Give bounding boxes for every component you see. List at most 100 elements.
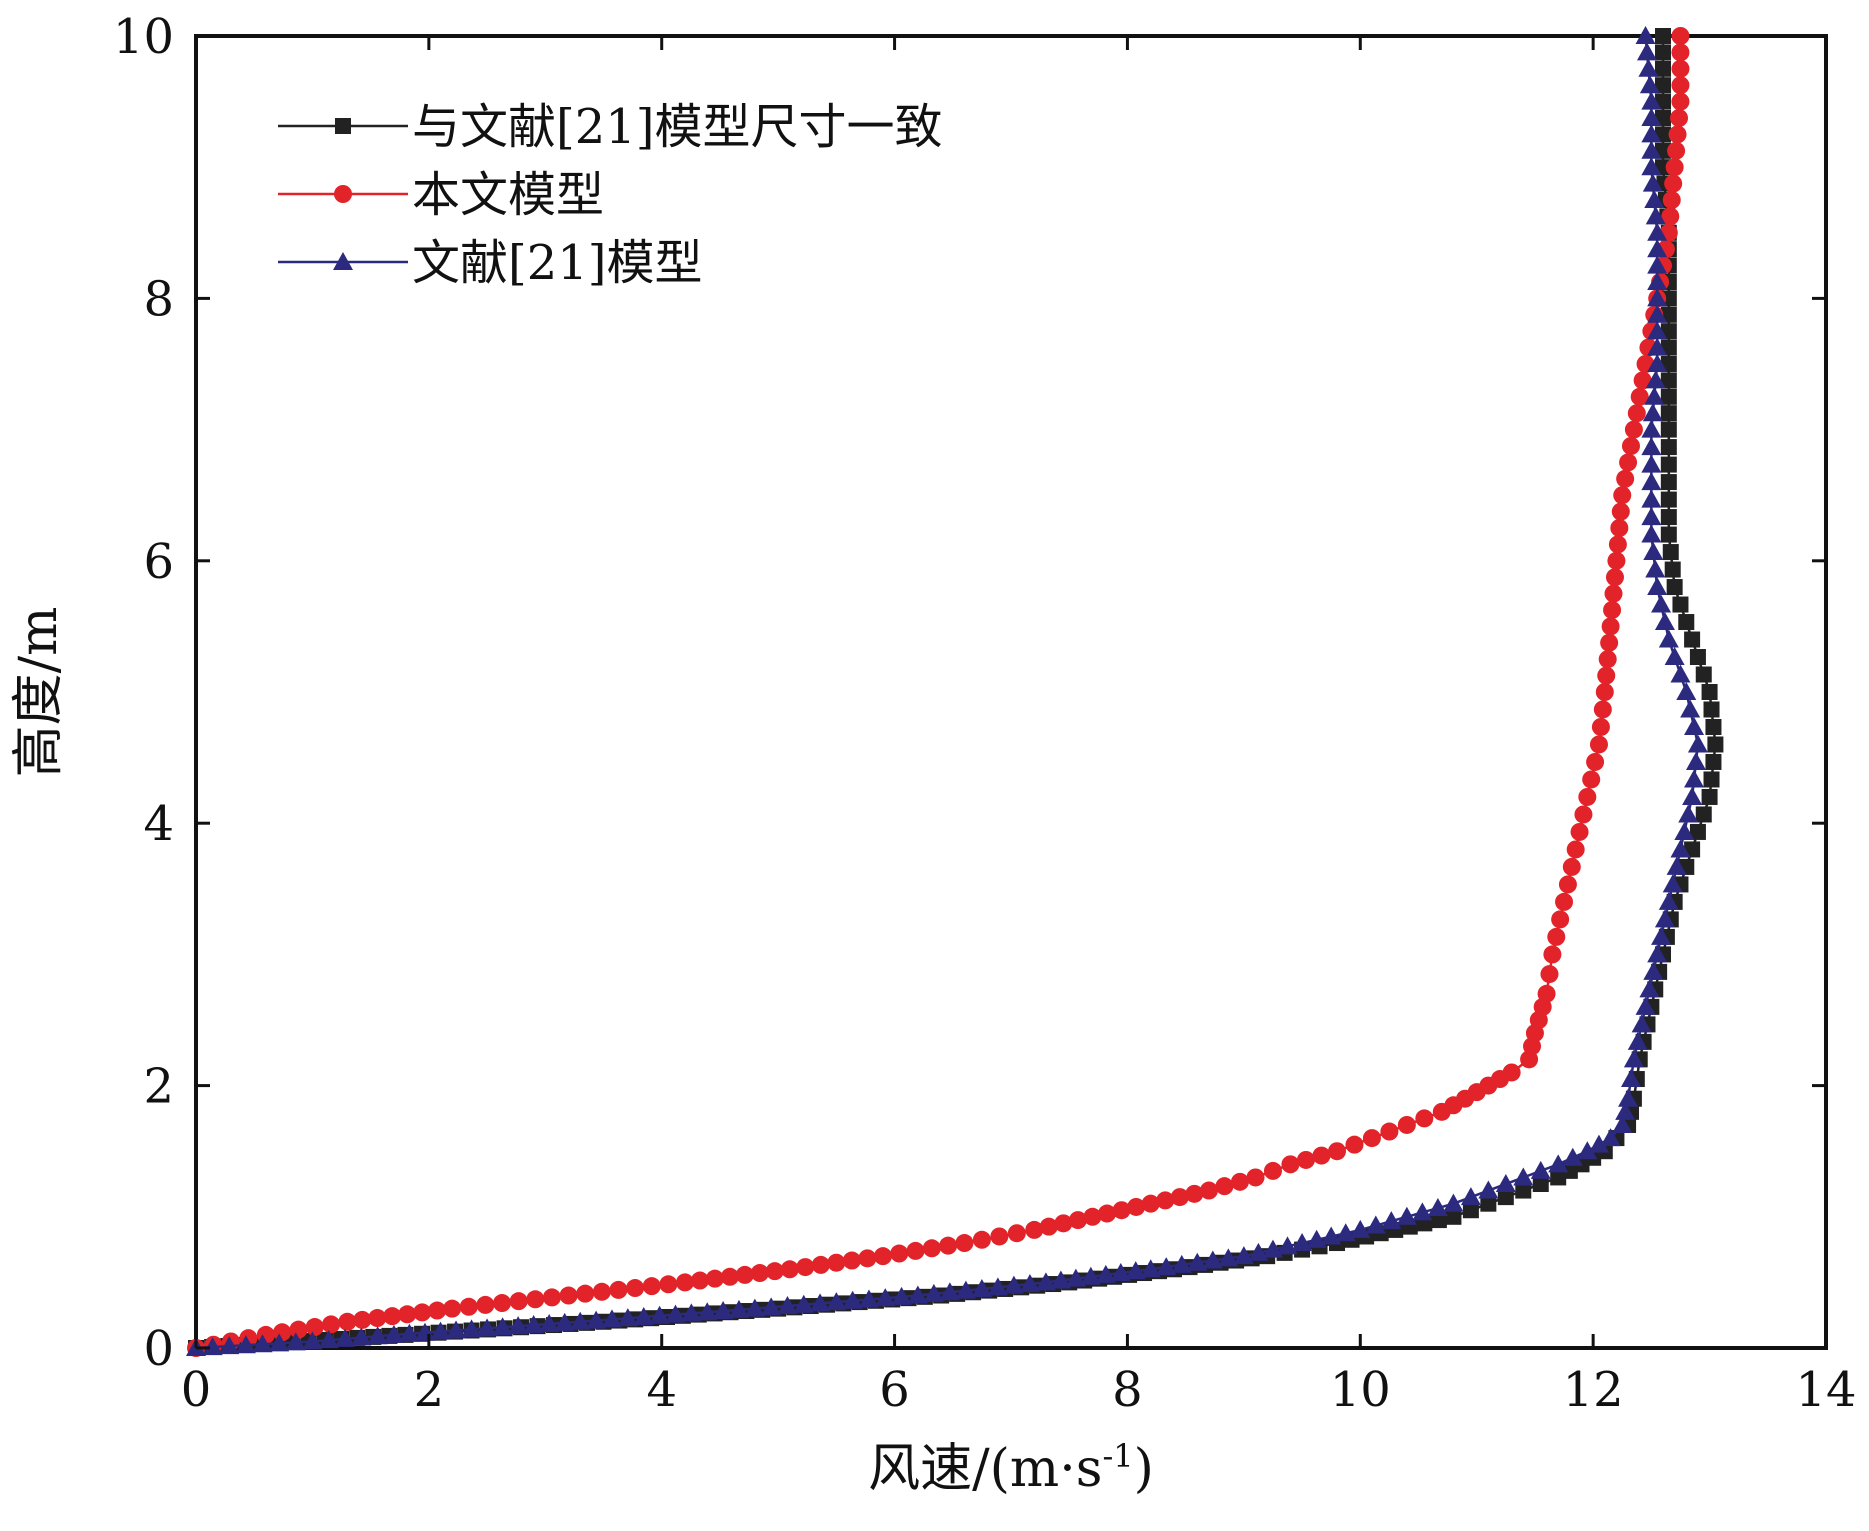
data-point [1641,157,1662,176]
data-point [972,1230,991,1249]
data-point [873,1247,892,1266]
data-point [1647,337,1668,356]
data-point [1582,770,1601,789]
data-point [1613,486,1632,505]
y-tick-label: 10 [113,9,174,65]
data-point [1478,1180,1499,1199]
data-point [1647,272,1668,290]
data-point [1263,1161,1282,1180]
data-point [1187,1252,1208,1271]
data-point [659,1275,678,1294]
data-point [1695,806,1712,823]
data-point [1689,649,1706,666]
data-point [1639,979,1660,998]
data-point [1664,174,1683,193]
data-point [1593,700,1612,719]
data-point [990,1227,1009,1246]
data-point [1627,404,1646,423]
data-point [1660,526,1677,543]
data-point [235,1335,256,1354]
data-point [398,1305,417,1324]
data-point [318,1330,339,1349]
data-point [633,1306,654,1325]
data-point [1597,666,1616,685]
data-point [367,1326,388,1345]
data-point [1570,822,1589,841]
data-point [1380,1122,1399,1141]
data-point [305,1318,324,1337]
data-point [1345,1135,1364,1154]
data-point [1125,1261,1146,1280]
data-point [1641,524,1662,543]
data-point [1644,190,1665,208]
data-point [705,1269,724,1288]
data-point [1660,405,1677,422]
data-point [1647,222,1668,241]
data-point [1705,753,1722,770]
data-point [493,1294,512,1313]
data-point [383,1324,404,1343]
data-point [1647,304,1668,323]
data-point [1296,1150,1315,1169]
data-point [1621,437,1640,455]
data-point [1543,945,1562,964]
data-point [1462,1202,1479,1219]
data-point [1495,1174,1516,1192]
series-3 [186,26,1708,1356]
data-point [858,1249,877,1268]
data-point [1035,1272,1056,1291]
data-point [1199,1181,1218,1200]
data-point [1660,388,1677,405]
data-point [1502,1063,1521,1082]
data-point [443,1299,462,1318]
data-point [1641,91,1662,110]
data-point [1666,856,1687,875]
data-point [1591,717,1610,736]
data-point [1670,839,1691,858]
data-point [1642,403,1663,422]
data-point [1112,1201,1131,1220]
data-point [1641,454,1662,473]
data-point [1480,1195,1497,1212]
data-point [1530,1160,1551,1179]
data-point [842,1290,863,1309]
data-point [1654,612,1675,631]
data-point [1647,577,1668,596]
data-point [1647,288,1668,307]
data-point [353,1310,372,1329]
data-point [1574,805,1593,824]
data-point [1665,158,1684,177]
data-point [1647,354,1668,372]
data-point [1680,699,1701,718]
legend-marker [335,118,351,134]
data-point [765,1262,784,1281]
data-point [1642,173,1663,192]
series-line [195,36,1682,1350]
data-point [1658,629,1679,648]
data-point [1643,542,1664,561]
data-point [811,1255,830,1274]
data-point [955,1234,974,1253]
legend-label: 本文模型 [412,167,604,223]
data-point [1670,109,1689,127]
data-point [1328,1142,1346,1161]
x-tick-label: 14 [1795,1362,1856,1418]
data-point [576,1284,595,1303]
data-point [971,1278,992,1297]
data-point [1703,771,1720,788]
data-point [1662,191,1681,209]
data-point [1127,1197,1146,1216]
data-point [1551,910,1570,929]
data-point [1660,509,1677,526]
data-point [1054,1214,1073,1233]
data-point [399,1323,420,1342]
data-point [592,1282,611,1301]
data-point [1664,561,1681,578]
data-point [1443,1193,1464,1212]
data-point [923,1283,944,1302]
data-point [1215,1177,1234,1196]
data-point [554,1312,575,1331]
data-point [697,1302,718,1321]
data-point [1141,1194,1160,1213]
